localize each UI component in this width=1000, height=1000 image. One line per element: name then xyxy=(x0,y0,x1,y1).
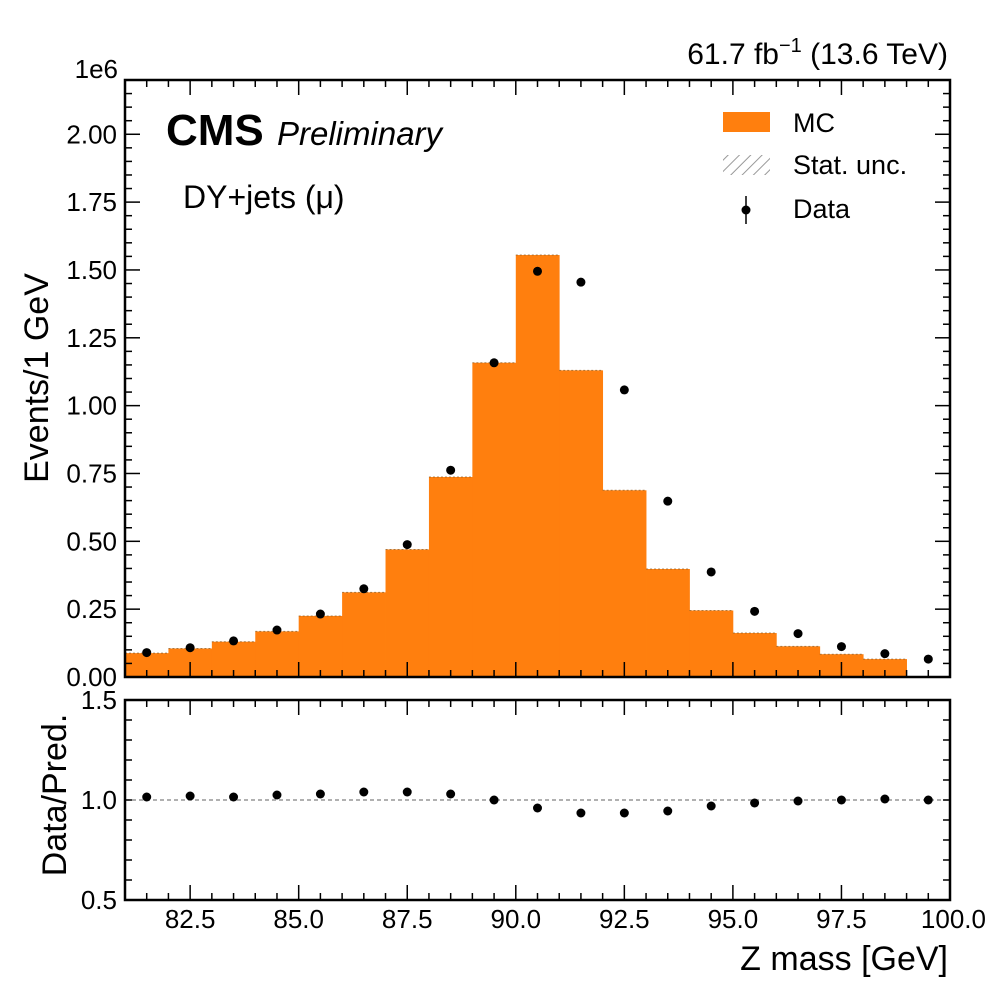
y-tick-label: 0.25 xyxy=(66,594,117,624)
ratio-y-tick-labels: 0.5 1.0 1.5 xyxy=(81,685,117,915)
x-tick-label: 95.0 xyxy=(708,904,759,934)
data-point xyxy=(489,358,499,368)
mc-bar xyxy=(732,633,777,677)
legend-data-marker xyxy=(741,205,751,215)
ratio-point xyxy=(576,808,586,818)
ratio-point xyxy=(793,796,803,806)
legend-stat-label: Stat. unc. xyxy=(793,150,907,180)
ratio-point xyxy=(185,791,195,801)
main-y-axis-title: Events/1 GeV xyxy=(18,273,56,483)
y-tick-label: 0.75 xyxy=(66,458,117,488)
mc-bar xyxy=(298,615,343,677)
ratio-point xyxy=(533,803,542,813)
data-point xyxy=(576,277,586,287)
legend-mc-swatch xyxy=(723,112,770,132)
data-point xyxy=(793,629,803,639)
x-tick-label: 85.0 xyxy=(273,904,324,934)
main-axis-ticks xyxy=(124,79,951,678)
ratio-y-tick-label: 1.5 xyxy=(81,685,117,715)
y-tick-label: 0.50 xyxy=(66,526,117,556)
y-tick-label: 1.25 xyxy=(66,323,117,353)
mc-bar xyxy=(428,477,473,677)
ratio-y-tick-label: 1.0 xyxy=(81,785,117,815)
data-point xyxy=(402,540,412,550)
process-label: DY+jets (μ) xyxy=(183,179,345,215)
x-tick-label: 100.0 xyxy=(921,904,986,934)
data-point xyxy=(663,496,673,506)
mc-bar xyxy=(515,255,560,677)
ratio-point xyxy=(402,787,412,797)
ratio-y-tick-label: 0.5 xyxy=(81,885,117,915)
legend-stat-swatch xyxy=(723,155,770,175)
ratio-y-axis-title: Data/Pred. xyxy=(36,714,74,877)
data-point xyxy=(272,625,282,635)
mc-bar xyxy=(255,631,300,677)
x-tick-label: 82.5 xyxy=(165,904,216,934)
mc-bar xyxy=(689,610,734,677)
mc-bar xyxy=(342,592,386,677)
ratio-point xyxy=(706,801,716,811)
mc-bar xyxy=(646,568,690,677)
ratio-point xyxy=(619,808,629,818)
x-axis-title: Z mass [GeV] xyxy=(740,940,948,978)
mc-bar xyxy=(863,659,907,677)
ratio-panel: 0.5 1.0 1.5 82.5 85.0 87.5 90.0 92.5 95.0 97.5 10… xyxy=(81,685,986,934)
ratio-point xyxy=(229,792,239,802)
y-tick-label: 1.00 xyxy=(66,391,117,421)
x-tick-label: 97.5 xyxy=(816,904,867,934)
mc-bar xyxy=(125,653,169,677)
data-point xyxy=(750,606,760,616)
ratio-point xyxy=(446,789,456,799)
y-tick-label: 1.50 xyxy=(66,255,117,285)
y-tick-label: 0.00 xyxy=(66,662,117,692)
data-point xyxy=(315,609,325,619)
y-tick-label: 2.00 xyxy=(66,119,117,149)
ratio-point xyxy=(359,787,369,797)
data-point xyxy=(836,642,846,652)
ratio-point xyxy=(836,795,846,805)
data-points xyxy=(142,266,933,664)
data-point xyxy=(446,465,456,475)
data-point xyxy=(533,266,542,276)
ratio-point xyxy=(750,798,760,808)
x-tick-labels: 82.5 85.0 87.5 90.0 92.5 95.0 97.5 100.0 xyxy=(165,904,986,934)
mc-histogram xyxy=(125,254,907,677)
data-point xyxy=(359,584,369,594)
data-point xyxy=(619,385,629,395)
mc-bar xyxy=(472,362,517,677)
luminosity-label: 61.7 fb−1 (13.6 TeV) xyxy=(687,35,948,71)
data-point xyxy=(229,636,239,646)
ratio-point xyxy=(880,794,890,804)
ratio-point xyxy=(315,789,325,799)
data-point xyxy=(923,654,933,664)
data-point xyxy=(185,643,195,653)
y-tick-label: 1.75 xyxy=(66,187,117,217)
ratio-point xyxy=(489,795,499,805)
ratio-point xyxy=(923,795,933,805)
x-tick-label: 90.0 xyxy=(490,904,541,934)
ratio-axis-ticks xyxy=(124,699,951,901)
ratio-point xyxy=(142,792,152,802)
preliminary-label: Preliminary xyxy=(277,115,445,152)
mc-bar xyxy=(385,549,430,677)
mc-bar xyxy=(602,490,647,677)
legend-mc-label: MC xyxy=(793,108,835,138)
x-tick-label: 87.5 xyxy=(382,904,433,934)
ratio-points xyxy=(142,787,933,818)
legend-data-label: Data xyxy=(793,194,851,224)
data-point xyxy=(706,567,716,577)
main-panel: 0.00 0.25 0.50 0.75 1.00 1.25 1.50 1.75 2.00 xyxy=(66,78,952,692)
legend: MC Stat. unc. Data xyxy=(723,108,907,224)
data-point xyxy=(880,649,890,659)
mc-bar xyxy=(559,370,604,677)
ratio-point xyxy=(663,806,673,816)
main-y-tick-labels: 0.00 0.25 0.50 0.75 1.00 1.25 1.50 1.75 2.00 xyxy=(66,119,117,692)
ratio-point xyxy=(272,790,282,800)
cms-label: CMS xyxy=(166,106,264,155)
x-tick-label: 92.5 xyxy=(599,904,650,934)
data-point xyxy=(142,648,152,658)
y-offset-label: 1e6 xyxy=(75,54,118,84)
